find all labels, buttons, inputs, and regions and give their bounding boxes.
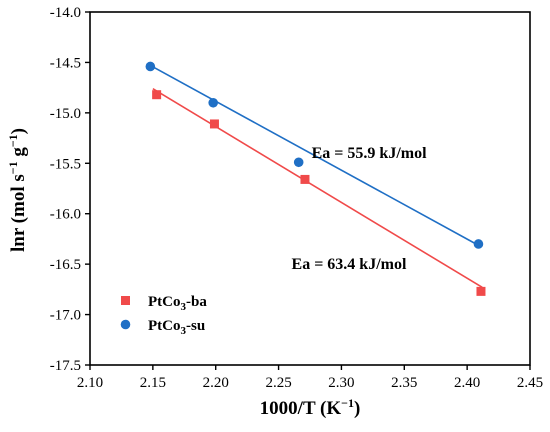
data-point-ptco3-su [145, 61, 156, 72]
annotations: Ea = 55.9 kJ/mol Ea = 63.4 kJ/mol [292, 145, 428, 273]
data-points [145, 61, 486, 296]
plot-frame [89, 11, 531, 366]
x-tick-label: 2.10 [77, 375, 103, 391]
y-tick-label: -17.5 [50, 358, 81, 374]
y-tick-label: -14.0 [50, 5, 81, 21]
data-point-ptco3-su [473, 239, 484, 249]
legend: PtCo3-ba PtCo3-su [120, 294, 207, 337]
y-tick-label: -16.0 [50, 207, 81, 223]
y-axis: -14.0 -14.5 -15.0 -15.5 -16.0 -16.5 -17.0 -17.5 [50, 5, 90, 374]
fit-line-ptco3-ba [152, 87, 483, 289]
y-tick-label: -17.0 [50, 308, 81, 324]
legend-marker-ptco3-ba [121, 296, 130, 305]
legend-marker-ptco3-su [120, 319, 131, 330]
x-tick-label: 2.35 [391, 375, 417, 391]
data-point-ptco3-su [208, 97, 218, 108]
legend-label-ptco3-ba: PtCo3-ba [148, 294, 207, 313]
data-point-ptco3-su [293, 157, 304, 168]
y-axis-title: lnr (mol s−1 g−1) [6, 128, 29, 252]
y-tick-label: -15.0 [50, 106, 81, 122]
x-axis: 2.10 2.15 2.20 2.25 2.30 2.35 2.40 2.45 [77, 365, 543, 391]
legend-label-ptco3-su: PtCo3-su [148, 318, 205, 337]
y-tick-label: -14.5 [50, 55, 81, 71]
x-tick-label: 2.20 [203, 375, 229, 391]
fit-lines [149, 64, 483, 289]
data-point-ptco3-ba [476, 286, 486, 296]
activation-energy-label: Ea = 63.4 kJ/mol [292, 256, 407, 273]
x-tick-label: 2.30 [328, 375, 354, 391]
x-tick-label: 2.15 [140, 375, 166, 391]
y-tick-label: -15.5 [50, 156, 81, 172]
x-tick-label: 2.25 [265, 375, 291, 391]
data-point-ptco3-ba [209, 119, 219, 129]
x-tick-label: 2.40 [454, 375, 480, 391]
x-tick-label: 2.45 [517, 375, 543, 391]
y-tick-label: -16.5 [50, 257, 81, 273]
data-point-ptco3-ba [152, 90, 162, 100]
x-axis-title: 1000/T (K−1) [260, 396, 361, 419]
activation-energy-label: Ea = 55.9 kJ/mol [312, 145, 427, 162]
data-point-ptco3-ba [300, 174, 310, 184]
fit-line-ptco3-su [149, 64, 481, 247]
